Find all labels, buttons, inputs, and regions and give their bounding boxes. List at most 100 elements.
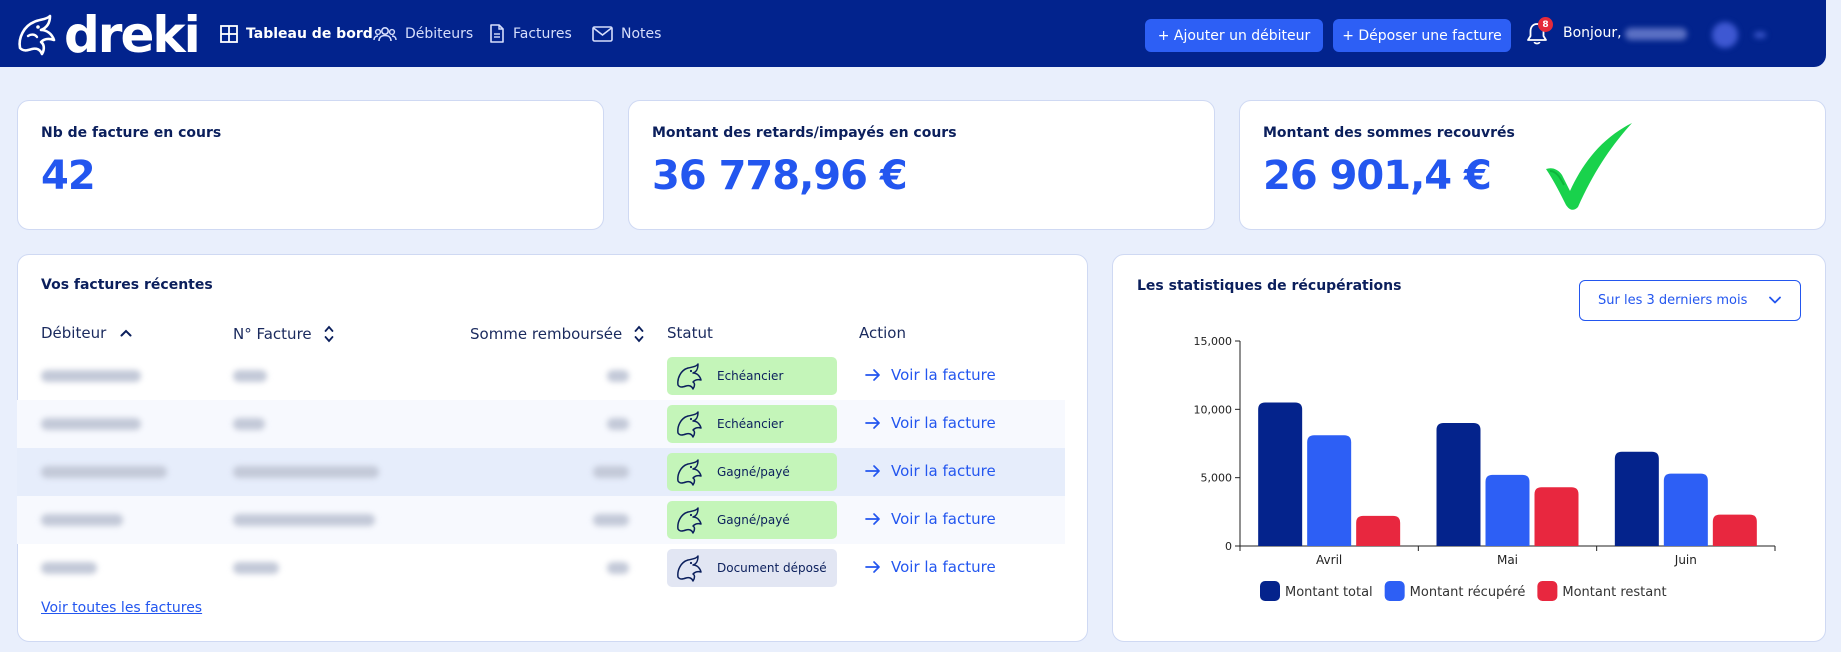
arrow-right-icon <box>865 464 881 478</box>
view-invoice-label: Voir la facture <box>891 462 996 480</box>
debtor-name-redacted <box>41 370 141 382</box>
bar <box>1614 451 1659 546</box>
legend-label: Montant récupéré <box>1410 585 1526 600</box>
see-all-invoices-link[interactable]: Voir toutes les factures <box>41 600 203 616</box>
chevron-down-icon <box>1768 294 1782 309</box>
period-select-value: Sur les 3 derniers mois <box>1598 293 1748 308</box>
upload-invoice-button[interactable]: + Déposer une facture <box>1333 19 1511 52</box>
view-invoice-link[interactable]: Voir la facture <box>865 558 996 576</box>
legend-label: Montant total <box>1285 585 1373 600</box>
dragon-status-icon <box>675 554 705 582</box>
user-menu-chevron-icon[interactable] <box>1754 32 1766 38</box>
dragon-logo-icon <box>14 12 60 58</box>
recent-invoices-title: Vos factures récentes <box>41 277 213 293</box>
nav-debiteurs[interactable]: Débiteurs <box>373 0 473 67</box>
nav-label: Factures <box>513 25 572 42</box>
arrow-right-icon <box>865 416 881 430</box>
sort-ascending-icon[interactable] <box>120 329 132 337</box>
debtor-name-redacted <box>41 466 167 478</box>
x-tick-label: Juin <box>1674 553 1697 567</box>
status-badge: Gagné/payé <box>667 501 837 539</box>
mail-icon <box>592 25 613 42</box>
top-navigation-bar: dreki Tableau de bord Débiteurs Factures… <box>0 0 1826 67</box>
bar <box>1307 435 1352 546</box>
view-invoice-link[interactable]: Voir la facture <box>865 414 996 432</box>
kpi-card-open-invoices: Nb de facture en cours 42 <box>17 100 604 230</box>
kpi-value: 26 901,4 € <box>1263 153 1492 199</box>
dragon-status-icon <box>675 362 705 390</box>
kpi-card-overdue-amount: Montant des retards/impayés en cours 36 … <box>628 100 1215 230</box>
status-label: Gagné/payé <box>717 465 790 479</box>
dashboard-grid-icon <box>220 24 238 43</box>
status-badge: Echéancier <box>667 357 837 395</box>
invoice-number-redacted <box>233 370 267 382</box>
view-invoice-link[interactable]: Voir la facture <box>865 510 996 528</box>
notification-count-badge: 8 <box>1538 17 1553 32</box>
nav-label: Débiteurs <box>405 25 474 42</box>
amount-redacted <box>593 514 629 526</box>
status-label: Echéancier <box>717 417 784 431</box>
column-header-status: Statut <box>667 324 713 342</box>
recovery-bar-chart: 0 5,000 10,000 15,000 Avril Mai Juin Montant to… <box>1194 335 1776 601</box>
kpi-label: Montant des retards/impayés en cours <box>652 125 957 141</box>
column-label: N° Facture <box>233 325 312 343</box>
checkmark-icon <box>1542 119 1638 219</box>
status-badge: Gagné/payé <box>667 453 837 491</box>
column-header-action: Action <box>859 324 906 342</box>
legend-label: Montant restant <box>1562 585 1666 600</box>
column-header-debtor[interactable]: Débiteur <box>41 324 132 342</box>
brand-wordmark: dreki <box>64 6 201 64</box>
amount-redacted <box>607 418 629 430</box>
view-invoice-link[interactable]: Voir la facture <box>865 366 996 384</box>
dragon-status-icon <box>675 410 705 438</box>
amount-redacted <box>593 466 629 478</box>
greeting-text: Bonjour, <box>1563 25 1622 41</box>
status-label: Echéancier <box>717 369 784 383</box>
user-avatar[interactable] <box>1712 22 1738 48</box>
nav-label: Tableau de bord <box>246 25 373 42</box>
brand-logo[interactable]: dreki <box>14 6 201 64</box>
debtor-name-redacted <box>41 418 141 430</box>
dragon-status-icon <box>675 506 705 534</box>
table-row: Echéancier Voir la facture <box>17 400 1065 448</box>
legend-swatch <box>1537 581 1558 601</box>
view-invoice-label: Voir la facture <box>891 366 996 384</box>
nav-label: Notes <box>621 25 662 42</box>
sort-toggle-icon[interactable] <box>324 324 334 344</box>
period-select[interactable]: Sur les 3 derniers mois <box>1579 280 1801 321</box>
status-label: Gagné/payé <box>717 513 790 527</box>
bar <box>1663 473 1708 546</box>
add-debtor-button[interactable]: + Ajouter un débiteur <box>1145 19 1323 52</box>
y-tick-label: 5,000 <box>1201 472 1233 485</box>
bar <box>1485 474 1530 546</box>
nav-notes[interactable]: Notes <box>592 0 661 67</box>
column-label: Somme remboursée <box>470 325 623 343</box>
debtor-name-redacted <box>41 562 97 574</box>
view-invoice-label: Voir la facture <box>891 414 996 432</box>
invoice-number-redacted <box>233 562 279 574</box>
column-header-amount[interactable]: Somme remboursée <box>470 324 644 344</box>
nav-tableau-de-bord[interactable]: Tableau de bord <box>220 0 373 67</box>
sort-toggle-icon[interactable] <box>634 324 644 344</box>
amount-redacted <box>607 562 629 574</box>
column-header-invoice-number[interactable]: N° Facture <box>233 324 334 344</box>
view-invoice-link[interactable]: Voir la facture <box>865 462 996 480</box>
amount-redacted <box>607 370 629 382</box>
legend-swatch <box>1384 581 1405 601</box>
arrow-right-icon <box>865 368 881 382</box>
y-tick-label: 10,000 <box>1194 403 1233 416</box>
x-tick-label: Mai <box>1497 553 1518 567</box>
document-icon <box>489 24 505 43</box>
bar <box>1436 423 1481 546</box>
bar <box>1712 514 1757 546</box>
status-label: Document déposé <box>717 561 827 575</box>
table-row: Document déposé Voir la facture <box>17 544 1065 592</box>
column-label: Débiteur <box>41 324 107 342</box>
nav-factures[interactable]: Factures <box>489 0 572 67</box>
y-tick-label: 0 <box>1225 540 1232 553</box>
table-row: Gagné/payé Voir la facture <box>17 496 1065 544</box>
table-row: Gagné/payé Voir la facture <box>17 448 1065 496</box>
debtor-name-redacted <box>41 514 123 526</box>
status-badge: Document déposé <box>667 549 837 587</box>
bar <box>1258 402 1303 546</box>
